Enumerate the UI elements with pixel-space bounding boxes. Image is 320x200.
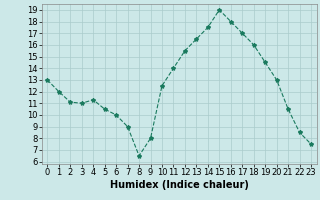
X-axis label: Humidex (Indice chaleur): Humidex (Indice chaleur) — [110, 180, 249, 190]
